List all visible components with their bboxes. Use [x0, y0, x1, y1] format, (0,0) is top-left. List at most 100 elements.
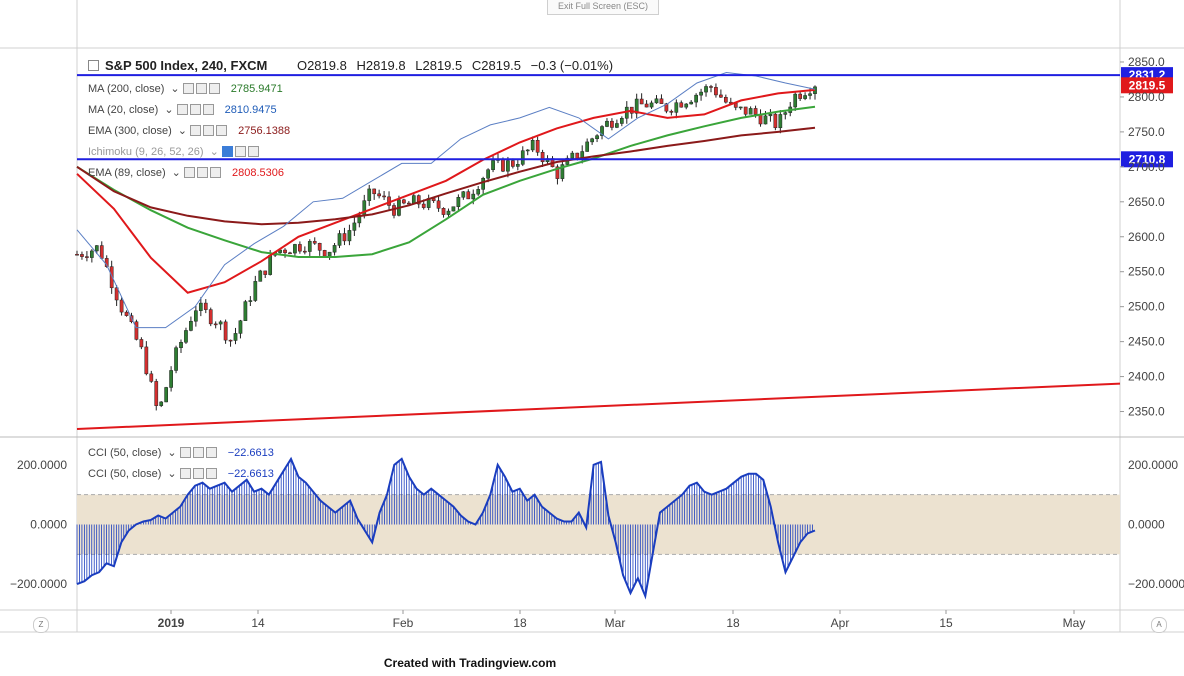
settings-icon[interactable] [196, 166, 208, 178]
indicator-ichimoku[interactable]: Ichimoku (9, 26, 52, 26) ⌄ [88, 145, 261, 158]
symbol-title[interactable]: S&P 500 Index, 240, FXCM [105, 58, 268, 73]
chevron-down-icon[interactable]: ⌄ [164, 104, 174, 116]
settings-icon[interactable] [192, 446, 204, 458]
candle-body [372, 188, 377, 195]
exit-fullscreen-button[interactable]: Exit Full Screen (ESC) [547, 0, 659, 15]
indicator-ma20[interactable]: MA (20, close) ⌄ 2810.9475 [88, 103, 277, 116]
close-icon[interactable] [202, 103, 214, 115]
candle-body [436, 200, 441, 209]
indicator-ema300[interactable]: EMA (300, close) ⌄ 2756.1388 [88, 124, 291, 137]
candle-body [382, 195, 386, 198]
candle-body [699, 91, 703, 96]
time-tick-label: 18 [513, 616, 527, 630]
candle-body [223, 321, 228, 341]
visibility-icon[interactable] [183, 166, 195, 178]
auto-scale-button[interactable]: A [1151, 617, 1167, 633]
candle-body [709, 86, 713, 88]
candle-body [149, 373, 154, 382]
cci-tick-label-right: −200.0000 [1128, 577, 1184, 591]
chevron-down-icon[interactable]: ⌄ [171, 167, 181, 179]
visibility-icon[interactable] [182, 82, 194, 94]
candle-body [352, 222, 357, 231]
chevron-down-icon[interactable]: ⌄ [170, 83, 180, 95]
candle-body [322, 250, 327, 257]
indicator-cci-1[interactable]: CCI (50, close) ⌄ −22.6613 [88, 446, 274, 459]
chevron-down-icon[interactable]: ⌄ [167, 447, 177, 459]
change-value: −0.3 (−0.01%) [530, 58, 614, 73]
price-tick-label: 2400.0 [1128, 370, 1165, 384]
close-icon[interactable] [205, 446, 217, 458]
candle-body [704, 86, 708, 93]
settings-icon[interactable] [192, 467, 204, 479]
candle-body [203, 302, 208, 310]
candle-body [674, 102, 679, 113]
candle-body [476, 189, 481, 195]
candle-body [530, 140, 535, 151]
footer-credit: Created with Tradingview.com [383, 656, 557, 670]
hidden-icon[interactable] [221, 145, 233, 157]
visibility-icon[interactable] [190, 124, 202, 136]
candle-body [268, 255, 273, 275]
visibility-icon[interactable] [179, 467, 191, 479]
candle-body [491, 160, 495, 170]
candle-body [555, 166, 560, 179]
indicator-cci-2[interactable]: CCI (50, close) ⌄ −22.6613 [88, 467, 274, 480]
zoom-reset-button[interactable]: Z [33, 617, 49, 633]
candle-body [377, 193, 381, 197]
close-icon[interactable] [208, 82, 220, 94]
time-tick-label: Feb [393, 616, 414, 630]
candle-body [525, 149, 530, 152]
candle-body [307, 241, 312, 252]
series-line-1 [76, 88, 816, 294]
close-icon[interactable] [247, 145, 259, 157]
candle-body [298, 244, 302, 252]
cci-tick-label-left: −200.0000 [10, 577, 67, 591]
candle-body [451, 206, 456, 212]
settings-icon[interactable] [203, 124, 215, 136]
price-tick-label: 2350.0 [1128, 405, 1165, 419]
settings-icon[interactable] [195, 82, 207, 94]
candle-body [174, 347, 178, 371]
visibility-icon[interactable] [176, 103, 188, 115]
chevron-down-icon[interactable]: ⌄ [177, 125, 187, 137]
chevron-down-icon[interactable]: ⌄ [167, 468, 177, 480]
candle-body [144, 346, 149, 375]
settings-icon[interactable] [189, 103, 201, 115]
close-icon[interactable] [216, 124, 228, 136]
candle-body [213, 323, 218, 326]
time-tick-label: 14 [251, 616, 265, 630]
visibility-icon[interactable] [179, 446, 191, 458]
candle-body [441, 208, 446, 215]
time-tick-label: Mar [605, 616, 626, 630]
candle-body [189, 320, 193, 331]
candle-body [694, 94, 698, 103]
close-icon[interactable] [205, 467, 217, 479]
candle-body [198, 302, 203, 311]
candle-body [511, 160, 515, 167]
candle-body [506, 160, 510, 172]
chevron-down-icon[interactable]: ⌄ [209, 146, 219, 158]
indicator-ema89[interactable]: EMA (89, close) ⌄ 2808.5306 [88, 166, 284, 179]
candle-body [288, 252, 292, 255]
cci-tick-label-right: 0.0000 [1128, 517, 1165, 531]
candle-body [798, 93, 802, 99]
collapse-icon[interactable] [88, 60, 99, 72]
candle-body [99, 245, 104, 259]
high-value: H2819.8 [356, 58, 406, 73]
candle-body [283, 249, 287, 254]
candle-body [139, 339, 144, 348]
candle-body [347, 230, 352, 242]
candle-body [312, 241, 317, 244]
candle-body [590, 138, 594, 143]
candle-body [119, 299, 124, 313]
candle-body [793, 93, 798, 108]
candle-body [243, 301, 248, 321]
indicator-ma200[interactable]: MA (200, close) ⌄ 2785.9471 [88, 82, 283, 95]
close-icon[interactable] [209, 166, 221, 178]
settings-icon[interactable] [234, 145, 246, 157]
candle-body [723, 96, 728, 103]
price-tick-label: 2800.0 [1128, 90, 1165, 104]
candle-body [615, 123, 619, 128]
candle-body [392, 205, 396, 216]
